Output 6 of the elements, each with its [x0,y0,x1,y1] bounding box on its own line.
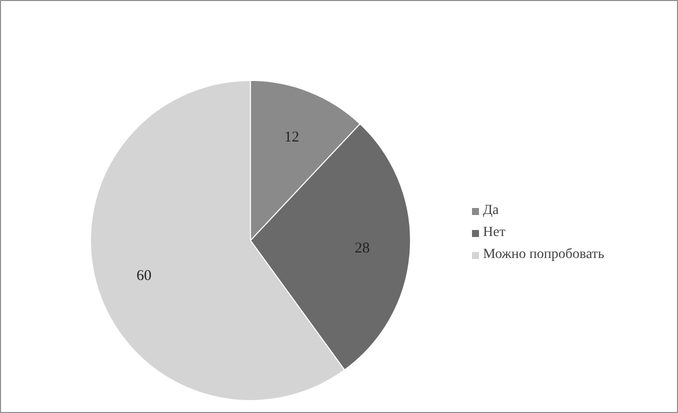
data-label: 60 [136,268,152,284]
legend-label: Да [483,203,500,219]
legend-label: Нет [483,225,506,241]
legend-label: Можно попробовать [483,247,604,263]
data-label: 12 [284,129,300,146]
data-label: 28 [354,240,370,257]
